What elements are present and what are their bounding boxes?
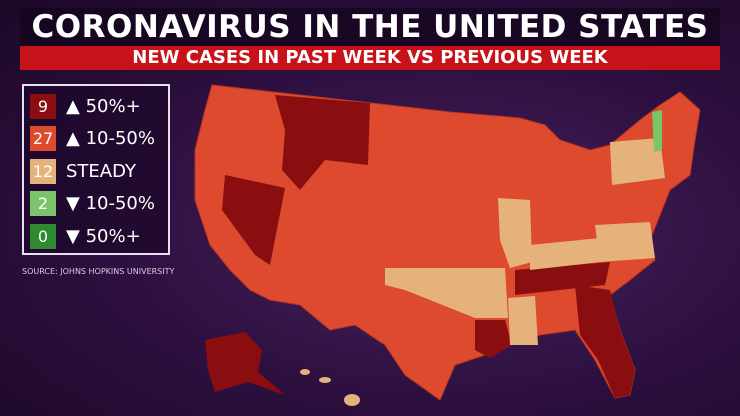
legend-count: 12 bbox=[30, 158, 56, 184]
state-region bbox=[652, 110, 662, 152]
legend: 9 ▲ 50%+ 27 ▲ 10-50% 12 STEADY 2 ▼ 10-50% 0 ▼ 50%… bbox=[22, 84, 170, 255]
state-region bbox=[222, 175, 285, 265]
state-region bbox=[475, 320, 512, 358]
state-region bbox=[610, 138, 665, 185]
legend-label: ▼ 50%+ bbox=[66, 225, 141, 247]
title: CORONAVIRUS IN THE UNITED STATES bbox=[20, 8, 720, 46]
state-region bbox=[275, 95, 370, 190]
state-region bbox=[575, 285, 635, 398]
legend-count: 9 bbox=[30, 93, 56, 119]
legend-row: 12 STEADY bbox=[30, 155, 162, 188]
island bbox=[344, 394, 360, 406]
island bbox=[300, 369, 310, 375]
legend-label: ▲ 50%+ bbox=[66, 95, 141, 117]
legend-row: 27 ▲ 10-50% bbox=[30, 123, 162, 156]
island bbox=[319, 377, 331, 383]
state-region bbox=[530, 238, 600, 270]
state-region bbox=[385, 268, 508, 318]
state-region bbox=[498, 198, 532, 268]
subtitle: NEW CASES IN PAST WEEK VS PREVIOUS WEEK bbox=[20, 46, 720, 70]
legend-count: 2 bbox=[30, 191, 56, 217]
source: SOURCE: JOHNS HOPKINS UNIVERSITY bbox=[22, 267, 175, 276]
state-region bbox=[508, 296, 538, 345]
legend-row: 2 ▼ 10-50% bbox=[30, 188, 162, 221]
legend-row: 0 ▼ 50%+ bbox=[30, 220, 162, 253]
legend-row: 9 ▲ 50%+ bbox=[30, 90, 162, 123]
legend-count: 27 bbox=[30, 126, 56, 152]
legend-count: 0 bbox=[30, 223, 56, 249]
legend-label: STEADY bbox=[66, 160, 136, 182]
legend-label: ▲ 10-50% bbox=[66, 128, 155, 150]
state-region bbox=[595, 222, 655, 262]
state-region bbox=[205, 332, 285, 395]
legend-label: ▼ 10-50% bbox=[66, 193, 155, 215]
